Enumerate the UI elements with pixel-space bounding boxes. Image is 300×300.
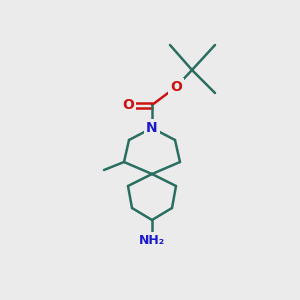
Text: O: O: [170, 80, 182, 94]
Text: N: N: [146, 121, 158, 135]
Text: O: O: [122, 98, 134, 112]
Text: NH₂: NH₂: [139, 233, 165, 247]
